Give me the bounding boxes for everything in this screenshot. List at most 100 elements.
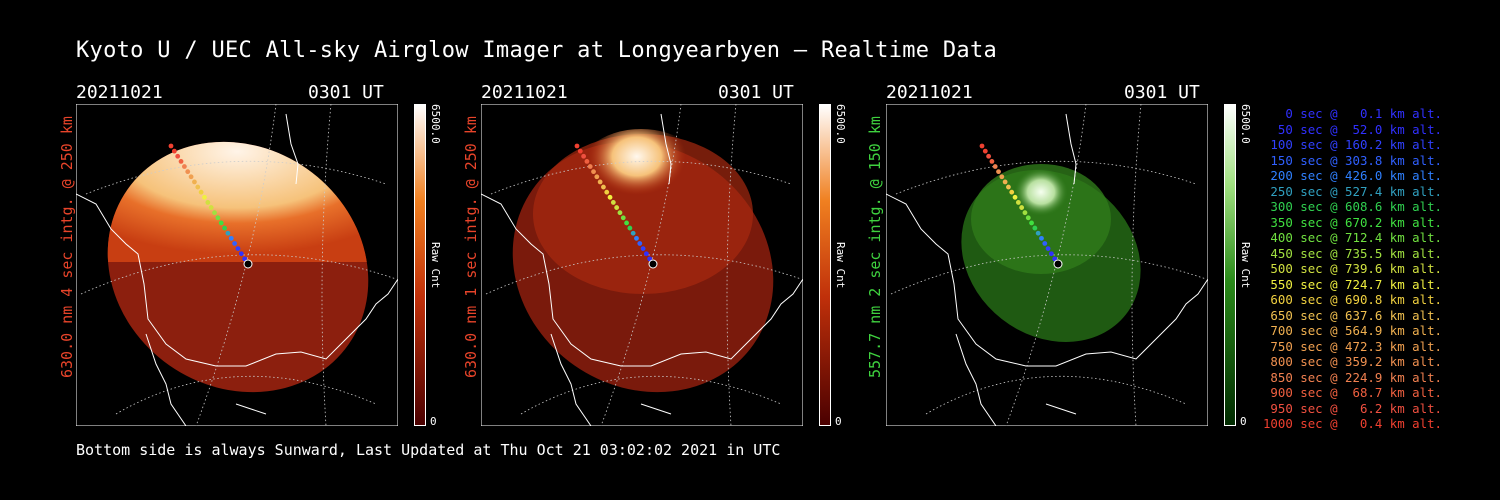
trajectory-point [175, 153, 181, 159]
legend-row: 600 sec @ 690.8 km alt. [1270, 292, 1442, 307]
legend-row: 350 sec @ 670.2 km alt. [1270, 214, 1442, 230]
trajectory-point [222, 225, 227, 231]
trajectory-point [996, 169, 1001, 175]
trajectory-point [634, 235, 639, 241]
trajectory-point [979, 143, 985, 149]
trajectory-point [238, 251, 244, 257]
trajectory-point [574, 143, 580, 149]
legend-row: 150 sec @ 303.8 km alt. [1270, 152, 1442, 168]
legend-row: 1000 sec @ 0.4 km alt. [1262, 416, 1442, 431]
panel-3-coastline [886, 113, 1208, 426]
trajectory-point [607, 194, 613, 200]
trajectory-point [188, 174, 194, 180]
legend-row: 500 sec @ 739.6 km alt. [1270, 261, 1442, 276]
panel-3-colorbar-label: Raw Cnt [1239, 242, 1252, 289]
trajectory-point [1022, 210, 1028, 216]
trajectory-point [1035, 230, 1041, 236]
trajectory-point [1053, 259, 1063, 269]
trajectory-point [1032, 225, 1038, 231]
legend-row: 100 sec @ 160.2 km alt. [1270, 137, 1442, 152]
trajectory-point [601, 184, 606, 190]
trajectory-point [982, 148, 988, 154]
panel-3-side-label: 557.7 nm 2 sec intg. @ 150 km [866, 116, 884, 378]
panel-3-colorbar-min: 0 [1240, 415, 1247, 428]
trajectory-point [594, 174, 600, 180]
trajectory-point [171, 148, 177, 154]
legend-row: 300 sec @ 608.6 km alt. [1270, 199, 1442, 214]
legend-row: 50 sec @ 52.0 km alt. [1277, 121, 1442, 137]
panel-1-sky-upper [76, 104, 398, 262]
trajectory-point [1025, 215, 1031, 221]
panel-2-aurora [571, 129, 711, 239]
legend-row: 650 sec @ 637.6 km alt. [1270, 307, 1442, 323]
legend-row: 450 sec @ 735.5 km alt. [1270, 245, 1442, 261]
panel-3-time: 0301 UT [1124, 82, 1200, 103]
legend-row: 850 sec @ 224.9 km alt. [1270, 369, 1442, 385]
trajectory-point [1006, 184, 1011, 190]
panel-1-colorbar [414, 104, 426, 426]
panel-1-colorbar-min: 0 [430, 415, 437, 428]
trajectory-point [992, 164, 998, 169]
panel-2-image [481, 104, 803, 426]
trajectory-point [178, 158, 184, 164]
panel-3-image [886, 104, 1208, 426]
trajectory-point [584, 158, 590, 164]
legend-row: 550 sec @ 724.7 km alt. [1270, 276, 1442, 292]
panel-2-trajectory [574, 143, 658, 269]
panel-1-side-label: 630.0 nm 4 sec intg. @ 250 km [58, 116, 76, 378]
trajectory-point [225, 230, 231, 236]
trajectory-point [643, 251, 649, 257]
panel-2-date: 20211021 [481, 82, 568, 103]
trajectory-point [235, 246, 241, 252]
trajectory-point [215, 215, 221, 221]
panel-2-colorbar [819, 104, 831, 426]
trajectory-point [999, 174, 1005, 180]
trajectory-point [181, 164, 187, 169]
trajectory-point [208, 205, 214, 210]
trajectory-point [614, 205, 620, 210]
panel-2-side-label: 630.0 nm 1 sec intg. @ 250 km [462, 116, 480, 378]
panel-2-colorbar-max: 6500.0 [834, 104, 847, 144]
panel-3-trajectory [979, 143, 1063, 269]
legend-row: 750 sec @ 472.3 km alt. [1270, 338, 1442, 354]
trajectory-point [986, 153, 992, 159]
panel-2-colorbar-min: 0 [835, 415, 842, 428]
panel-1-image [76, 104, 398, 426]
trajectory-point [610, 200, 616, 205]
panel-3-date: 20211021 [886, 82, 973, 103]
trajectory-point [185, 169, 191, 175]
trajectory-point [604, 189, 610, 195]
legend-row: 250 sec @ 527.4 km alt. [1270, 183, 1442, 199]
trajectory-point [1002, 179, 1008, 185]
panel-2-coastline [481, 113, 803, 426]
panel-3-colorbar [1224, 104, 1236, 426]
panel-2-colorbar-label: Raw Cnt [834, 242, 847, 289]
legend-row: 700 sec @ 564.9 km alt. [1270, 323, 1442, 338]
trajectory-point [202, 194, 207, 200]
legend-row: 0 sec @ 0.1 km alt. [1285, 106, 1442, 121]
trajectory-point [597, 179, 603, 185]
trajectory-point [624, 220, 629, 226]
trajectory-point [591, 169, 596, 175]
trajectory-point [989, 158, 995, 164]
trajectory-point [1039, 235, 1044, 241]
panel-3-aurora [996, 164, 1086, 244]
trajectory-point [232, 241, 238, 246]
trajectory-point [1009, 189, 1015, 195]
panel-1-colorbar-max: 6500.0 [429, 104, 442, 144]
trajectory-point [1045, 246, 1051, 252]
panel-1-date: 20211021 [76, 82, 163, 103]
trajectory-point [637, 241, 643, 246]
trajectory-point [617, 210, 623, 216]
trajectory-point [1029, 220, 1034, 226]
trajectory-point [627, 225, 633, 231]
trajectory-point [198, 189, 204, 195]
trajectory-point [648, 259, 658, 269]
legend-row: 400 sec @ 712.4 km alt. [1270, 230, 1442, 245]
trajectory-point [1019, 205, 1025, 210]
legend-row: 950 sec @ 6.2 km alt. [1270, 400, 1442, 416]
panel-1-coastline [76, 113, 398, 426]
trajectory-point [195, 184, 201, 190]
legend-row: 900 sec @ 68.7 km alt. [1270, 385, 1442, 400]
footer-note: Bottom side is always Sunward, Last Upda… [76, 441, 781, 459]
